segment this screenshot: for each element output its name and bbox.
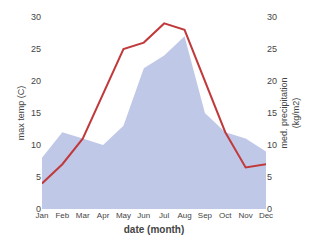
svg-text:0: 0 bbox=[36, 204, 41, 214]
svg-text:date (month): date (month) bbox=[124, 224, 185, 235]
svg-text:25: 25 bbox=[31, 44, 41, 54]
svg-text:30: 30 bbox=[267, 12, 277, 22]
svg-text:Oct: Oct bbox=[219, 211, 232, 220]
svg-text:Apr: Apr bbox=[97, 211, 110, 220]
svg-text:20: 20 bbox=[31, 76, 41, 86]
svg-text:Jan: Jan bbox=[36, 211, 49, 220]
svg-text:15: 15 bbox=[31, 108, 41, 118]
svg-text:10: 10 bbox=[267, 140, 277, 150]
svg-text:Dec: Dec bbox=[259, 211, 273, 220]
svg-text:Mar: Mar bbox=[76, 211, 90, 220]
svg-text:Aug: Aug bbox=[177, 211, 191, 220]
svg-text:med. precipitation(kg/m2): med. precipitation(kg/m2) bbox=[279, 77, 301, 148]
svg-text:5: 5 bbox=[36, 172, 41, 182]
svg-text:5: 5 bbox=[267, 172, 272, 182]
svg-text:Jul: Jul bbox=[159, 211, 169, 220]
svg-text:15: 15 bbox=[267, 108, 277, 118]
svg-text:May: May bbox=[116, 211, 131, 220]
svg-text:Nov: Nov bbox=[239, 211, 253, 220]
svg-text:30: 30 bbox=[31, 12, 41, 22]
svg-text:Sep: Sep bbox=[198, 211, 213, 220]
svg-text:Feb: Feb bbox=[55, 211, 69, 220]
svg-text:0: 0 bbox=[267, 204, 272, 214]
svg-text:Jun: Jun bbox=[137, 211, 150, 220]
svg-text:25: 25 bbox=[267, 44, 277, 54]
svg-text:20: 20 bbox=[267, 76, 277, 86]
svg-text:max temp (C): max temp (C) bbox=[16, 86, 26, 141]
svg-text:10: 10 bbox=[31, 140, 41, 150]
